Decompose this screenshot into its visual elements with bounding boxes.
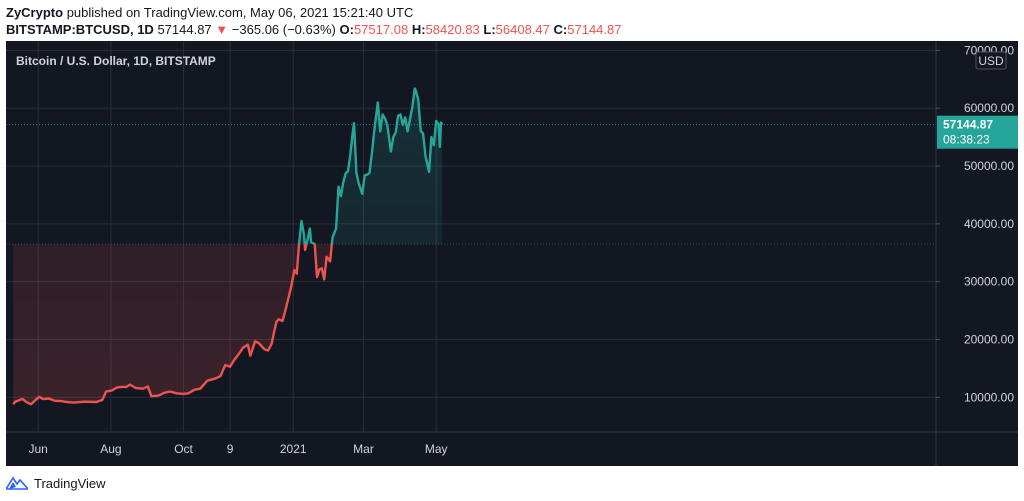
y-tick-label: 30000.00 [964, 275, 1014, 289]
grid-lines [6, 41, 1018, 466]
symbol-label: BITSTAMP:BTCUSD, 1D [6, 22, 154, 37]
currency-badge [975, 51, 1007, 70]
x-tick-label: Mar [353, 442, 374, 456]
y-axis[interactable]: 70000.0060000.0050000.0040000.0030000.00… [936, 43, 1018, 404]
open-value: 57517.08 [353, 22, 409, 37]
price-chart[interactable]: 70000.0060000.0050000.0040000.0030000.00… [6, 41, 1018, 466]
x-tick-label: Oct [174, 442, 193, 456]
y-tick-label: 20000.00 [964, 333, 1014, 347]
ohlc-line: BITSTAMP:BTCUSD, 1D 57144.87 ▼ −365.06 (… [6, 21, 1018, 38]
x-tick-label: 9 [227, 442, 234, 456]
price-line-below [12, 244, 334, 406]
x-tick-label: 2021 [280, 442, 307, 456]
y-tick-label: 50000.00 [964, 159, 1014, 173]
fill-group [13, 88, 443, 405]
close-label: C: [553, 22, 568, 37]
publish-info: published on TradingView.com, May 06, 20… [66, 5, 414, 20]
tradingview-brand[interactable]: TradingView [34, 475, 106, 491]
y-tick-label: 10000.00 [964, 390, 1014, 404]
last-price-label: 57144.87 [943, 118, 993, 132]
high-value: 58420.83 [425, 22, 480, 37]
down-arrow-icon: ▼ [215, 22, 229, 37]
close-value: 57144.87 [567, 22, 622, 37]
y-tick-label: 40000.00 [964, 217, 1014, 231]
countdown-label: 08:38:23 [943, 133, 990, 147]
last-price-label-bg [937, 115, 1018, 149]
y-tick-label: 60000.00 [964, 101, 1014, 115]
chart-header: ZyCrypto published on TradingView.com, M… [6, 4, 1018, 38]
open-label: O: [339, 22, 354, 37]
x-tick-label: Jun [28, 442, 47, 456]
baseline-fills [13, 88, 443, 405]
author-name[interactable]: ZyCrypto [6, 5, 64, 20]
currency-label: USD [978, 54, 1004, 68]
price-series [12, 87, 444, 406]
footer: TradingView [6, 472, 106, 494]
chart-title: Bitcoin / U.S. Dollar, 1D, BITSTAMP [16, 54, 216, 68]
series-group [12, 87, 444, 406]
high-label: H: [411, 22, 426, 37]
low-value: 56408.47 [495, 22, 550, 37]
price-line-above [297, 87, 444, 245]
last-price: 57144.87 [157, 22, 212, 37]
x-tick-label: Aug [100, 442, 121, 456]
x-axis[interactable]: Jun Aug Oct 9 2021 Mar May [28, 442, 447, 456]
low-label: L: [483, 22, 496, 37]
x-tick-label: May [425, 442, 448, 456]
price-change: −365.06 (−0.63%) [231, 22, 336, 37]
publish-line: ZyCrypto published on TradingView.com, M… [6, 4, 1018, 21]
chart-panel[interactable]: 70000.00 60000.00 50000.00 40000.00 30000.00… [6, 41, 1018, 466]
area-below-baseline [13, 244, 443, 405]
tradingview-logo-icon[interactable] [6, 476, 28, 490]
